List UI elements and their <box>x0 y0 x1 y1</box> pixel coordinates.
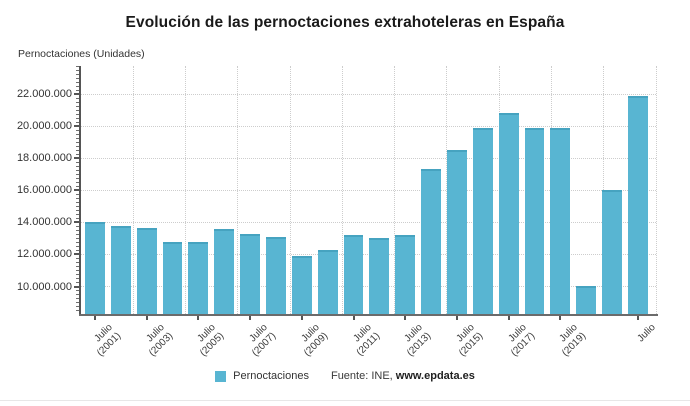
h-gridline-18.000.000 <box>81 157 656 159</box>
y-axis-label-20.000.000: 20.000.000 <box>16 120 72 133</box>
v-gridline-1 <box>132 66 134 314</box>
y-axis-labels: 10.000.000 12.000.000 14.000.000 16.000.000… <box>0 66 73 314</box>
v-gridline-7 <box>446 66 448 314</box>
y-axis-title: Pernoctaciones (Unidades) <box>18 48 145 60</box>
x-axis-tick-2011 <box>352 316 355 320</box>
bar-julio-2002[interactable] <box>110 225 131 314</box>
bar-julio-2016[interactable] <box>472 127 493 314</box>
bar-julio-2011[interactable] <box>343 235 364 314</box>
source-prefix: Fuente: INE, <box>330 370 393 382</box>
h-gridline-12.000.000 <box>81 253 656 255</box>
chart-title: Evolución de las pernoctaciones extrahot… <box>125 14 565 31</box>
y-axis-tick-18.000.000 <box>74 157 81 160</box>
bar-julio-2005[interactable] <box>188 241 209 314</box>
x-axis-tick-2019 <box>559 316 562 320</box>
y-axis-label-16.000.000: 16.000.000 <box>16 184 72 197</box>
x-axis-labels: Julio (2001) Julio (2003) Julio (2005) Julio (2… <box>81 314 658 384</box>
h-gridline-20.000.000 <box>81 125 656 127</box>
bar-julio-2021[interactable] <box>602 190 623 314</box>
y-axis-label-14.000.000: 14.000.000 <box>16 216 72 229</box>
x-axis-tick-2017 <box>507 316 510 320</box>
bar-julio-2017[interactable] <box>498 112 519 314</box>
y-axis-tick-16.000.000 <box>74 189 81 192</box>
bar-julio-2012[interactable] <box>369 238 390 314</box>
bar-julio-2014[interactable] <box>421 169 442 314</box>
bar-julio-2015[interactable] <box>447 150 467 314</box>
x-axis-tick-2009 <box>300 316 303 320</box>
h-gridline-14.000.000 <box>81 221 656 223</box>
y-axis-label-22.000.000: 22.000.000 <box>16 88 72 101</box>
x-axis-tick-2003 <box>145 316 148 320</box>
plot-area <box>74 66 658 316</box>
bar-julio-2019[interactable] <box>550 127 571 314</box>
bar-julio-2020[interactable] <box>576 285 597 314</box>
legend-item-pernoctaciones[interactable]: Pernoctaciones <box>215 370 309 382</box>
v-gridline-10 <box>603 66 605 314</box>
v-gridline-3 <box>237 66 239 314</box>
bar-julio-2006[interactable] <box>214 228 235 314</box>
bar-julio-2010[interactable] <box>317 250 338 314</box>
y-axis-label-18.000.000: 18.000.000 <box>16 152 72 165</box>
bar-julio-2018[interactable] <box>524 127 545 314</box>
bottom-divider <box>0 400 690 401</box>
bar-julio-2003[interactable] <box>136 227 157 314</box>
v-gridline-5 <box>341 66 343 314</box>
v-gridline-4 <box>289 66 291 314</box>
y-axis-tick-20.000.000 <box>74 125 81 128</box>
x-axis-tick-2013 <box>404 316 407 320</box>
h-gridline-10.000.000 <box>81 286 656 288</box>
y-axis-tick-10.000.000 <box>74 285 81 288</box>
h-gridline-16.000.000 <box>81 189 656 191</box>
h-gridline-22.000.000 <box>81 93 656 95</box>
bar-julio-2007[interactable] <box>240 233 261 314</box>
x-axis-line <box>79 314 658 316</box>
y-axis-label-12.000.000: 12.000.000 <box>16 248 72 261</box>
y-axis-tick-22.000.000 <box>74 93 81 96</box>
x-axis-tick-2015 <box>456 316 459 320</box>
legend-row: Pernoctaciones Fuente: INE, www.epdata.e… <box>0 370 690 382</box>
y-axis-tick-14.000.000 <box>74 221 81 224</box>
bar-julio-2008[interactable] <box>266 236 286 314</box>
y-axis-tick-12.000.000 <box>74 253 81 256</box>
bar-julio-2004[interactable] <box>162 242 183 314</box>
bar-series-pernoctaciones <box>85 66 648 314</box>
legend-label: Pernoctaciones <box>233 370 309 382</box>
source-site: www.epdata.es <box>395 370 475 382</box>
x-axis-tick-2007 <box>249 316 252 320</box>
bar-julio-2022[interactable] <box>628 95 648 314</box>
source-text: Fuente: INE, www.epdata.es <box>331 370 475 382</box>
bar-julio-2001[interactable] <box>85 221 105 314</box>
x-axis-tick-2001 <box>93 316 96 320</box>
v-gridline-11 <box>655 66 657 314</box>
x-axis-tick-2022 <box>637 316 640 320</box>
legend-swatch <box>215 370 227 382</box>
x-axis-tick-2005 <box>197 316 200 320</box>
y-axis-label-10.000.000: 10.000.000 <box>16 280 72 293</box>
v-gridline-2 <box>185 66 187 314</box>
bar-julio-2013[interactable] <box>395 235 416 314</box>
bar-julio-2009[interactable] <box>291 256 312 314</box>
v-gridline-6 <box>394 66 396 314</box>
